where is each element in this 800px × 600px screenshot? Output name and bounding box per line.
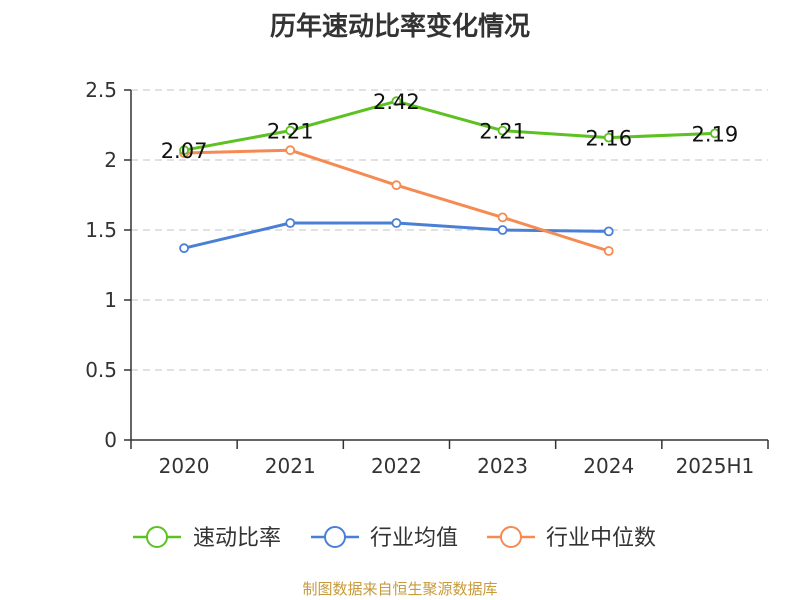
data-label: 2.42: [373, 90, 420, 114]
data-point: [497, 225, 508, 235]
x-tick-label: 2021: [265, 454, 316, 478]
legend-item[interactable]: 行业中位数: [487, 526, 656, 551]
data-point: [179, 243, 189, 254]
grid-lines: [131, 89, 768, 371]
y-tick-label: 0: [104, 428, 117, 452]
data-label: 2.21: [479, 120, 526, 144]
legend-label: 速动比率: [193, 526, 281, 551]
series-line: [182, 148, 611, 253]
x-tick-label: 2020: [159, 454, 210, 478]
legend-swatch-marker: [324, 526, 346, 548]
y-tick-label: 2: [104, 148, 117, 172]
data-point: [391, 96, 402, 107]
y-tick-label: 0.5: [85, 358, 117, 382]
data-point: [285, 218, 296, 228]
legend-item[interactable]: 行业均值: [311, 526, 458, 551]
series-lines: [179, 96, 720, 256]
legend-swatch-marker: [500, 526, 522, 548]
y-tick-label: 1.5: [85, 218, 117, 242]
chart-title: 历年速动比率变化情况: [269, 12, 530, 42]
data-point: [603, 246, 614, 256]
data-labels: 2.07 2.21 2.42 2.21 2.16 2.19: [161, 90, 739, 163]
legend[interactable]: 速动比率 行业均值 行业中位数: [133, 526, 656, 551]
data-point: [391, 218, 402, 228]
data-point: [710, 128, 720, 139]
data-point: [603, 226, 614, 237]
x-tick-label: 2022: [371, 454, 422, 478]
y-tick-label: 1: [104, 288, 117, 312]
data-point: [497, 212, 508, 223]
data-point: [285, 145, 296, 156]
data-point: [497, 125, 508, 136]
data-label: 2.07: [161, 139, 208, 163]
source-note: 制图数据来自恒生聚源数据库: [302, 580, 498, 598]
series-line: [182, 99, 717, 152]
x-tick-label: 2024: [583, 454, 634, 478]
data-label: 2.21: [267, 120, 314, 144]
y-tick-label: 2.5: [85, 78, 117, 102]
data-point: [179, 145, 189, 156]
legend-label: 行业均值: [370, 526, 458, 551]
data-point: [603, 132, 614, 143]
data-point: [285, 125, 296, 136]
axes: 0 0.5 1 1.5 2 2.5 2020 2021 2022 2023 2024 2025H1: [85, 78, 769, 478]
data-label: 2.19: [692, 122, 739, 146]
data-label: 2.16: [585, 127, 632, 151]
legend-label: 行业中位数: [546, 526, 656, 551]
x-tick-label: 2025H1: [676, 454, 755, 478]
x-tick-label: 2023: [477, 454, 528, 478]
data-point: [391, 180, 402, 191]
legend-item[interactable]: 速动比率: [133, 526, 281, 551]
legend-swatch-marker: [146, 526, 168, 548]
